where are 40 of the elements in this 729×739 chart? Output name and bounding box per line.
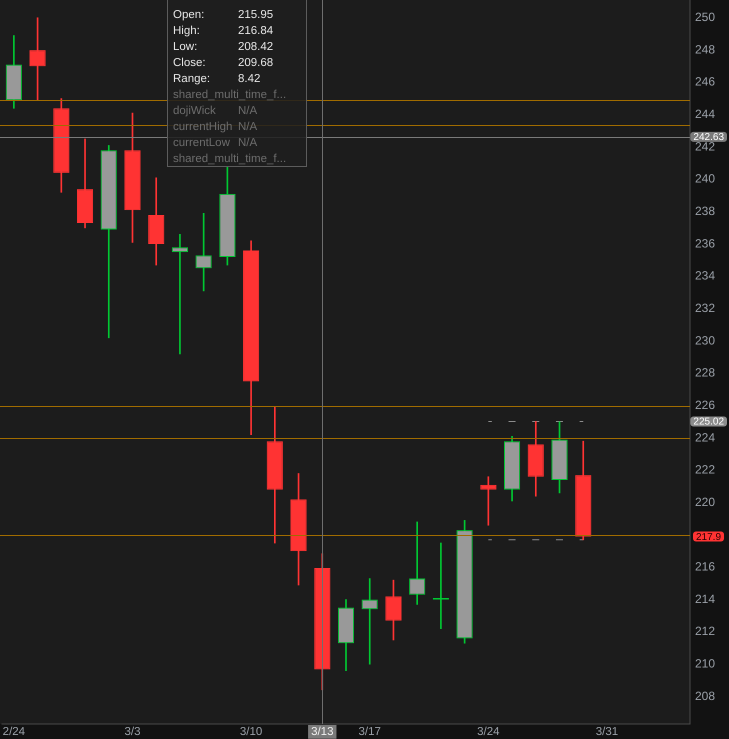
y-tick-label: 240 <box>695 172 716 186</box>
annotation: Range: 8.42 <box>172 72 262 87</box>
annotation: 217.9 <box>696 532 722 543</box>
annotation: dojiWick N/A <box>172 104 258 119</box>
x-tick-label: 2/24 <box>2 726 26 738</box>
y-tick-label: 248 <box>695 42 716 56</box>
y-tick-label: 232 <box>695 300 716 315</box>
text: 225.02 <box>693 416 724 428</box>
x-tick-label: 3/31 <box>596 726 618 738</box>
x-tick-label: 3/3 <box>124 726 140 738</box>
y-tick-label: 238 <box>695 204 716 218</box>
y-tick-label: 212 <box>695 624 716 638</box>
y-tick-label: 234 <box>695 268 716 283</box>
y-tick-label: 236 <box>695 236 716 250</box>
annotation: Open: 215.95 <box>172 8 274 23</box>
y-tick-label: 214 <box>695 592 716 606</box>
annotation: shared_multi_time_f... <box>172 152 288 167</box>
y-tick-label: 228 <box>695 366 716 380</box>
y-tick-label: 216 <box>695 560 716 574</box>
y-tick-label: 226 <box>695 398 716 412</box>
y-tick-label: 220 <box>695 494 716 509</box>
annotation: Low: 208.42 <box>172 40 274 55</box>
y-tick-label: 210 <box>695 656 716 671</box>
annotation: currentHigh N/A <box>172 120 258 135</box>
x-tick-label: 3/10 <box>240 726 262 738</box>
y-tick-label: 230 <box>695 333 716 348</box>
x-tick-label: 3/24 <box>477 726 500 738</box>
y-tick-label: 208 <box>695 688 716 703</box>
ref-line-label: 242.63 <box>693 132 724 144</box>
y-tick-label: 250 <box>695 10 716 24</box>
annotation: Close: 209.68 <box>172 56 274 71</box>
y-tick-label: 224 <box>695 430 716 444</box>
x-tick-label: 3/17 <box>358 726 381 738</box>
annotation: shared_multi_time_f... <box>172 88 288 103</box>
y-tick-label: 246 <box>695 74 716 89</box>
y-tick-label: 244 <box>695 107 716 122</box>
annotation: currentLow N/A <box>172 136 258 151</box>
y-tick-label: 222 <box>695 462 716 477</box>
x-tick-label: 3/13 <box>311 726 334 738</box>
annotation: High: 216.84 <box>172 24 274 39</box>
